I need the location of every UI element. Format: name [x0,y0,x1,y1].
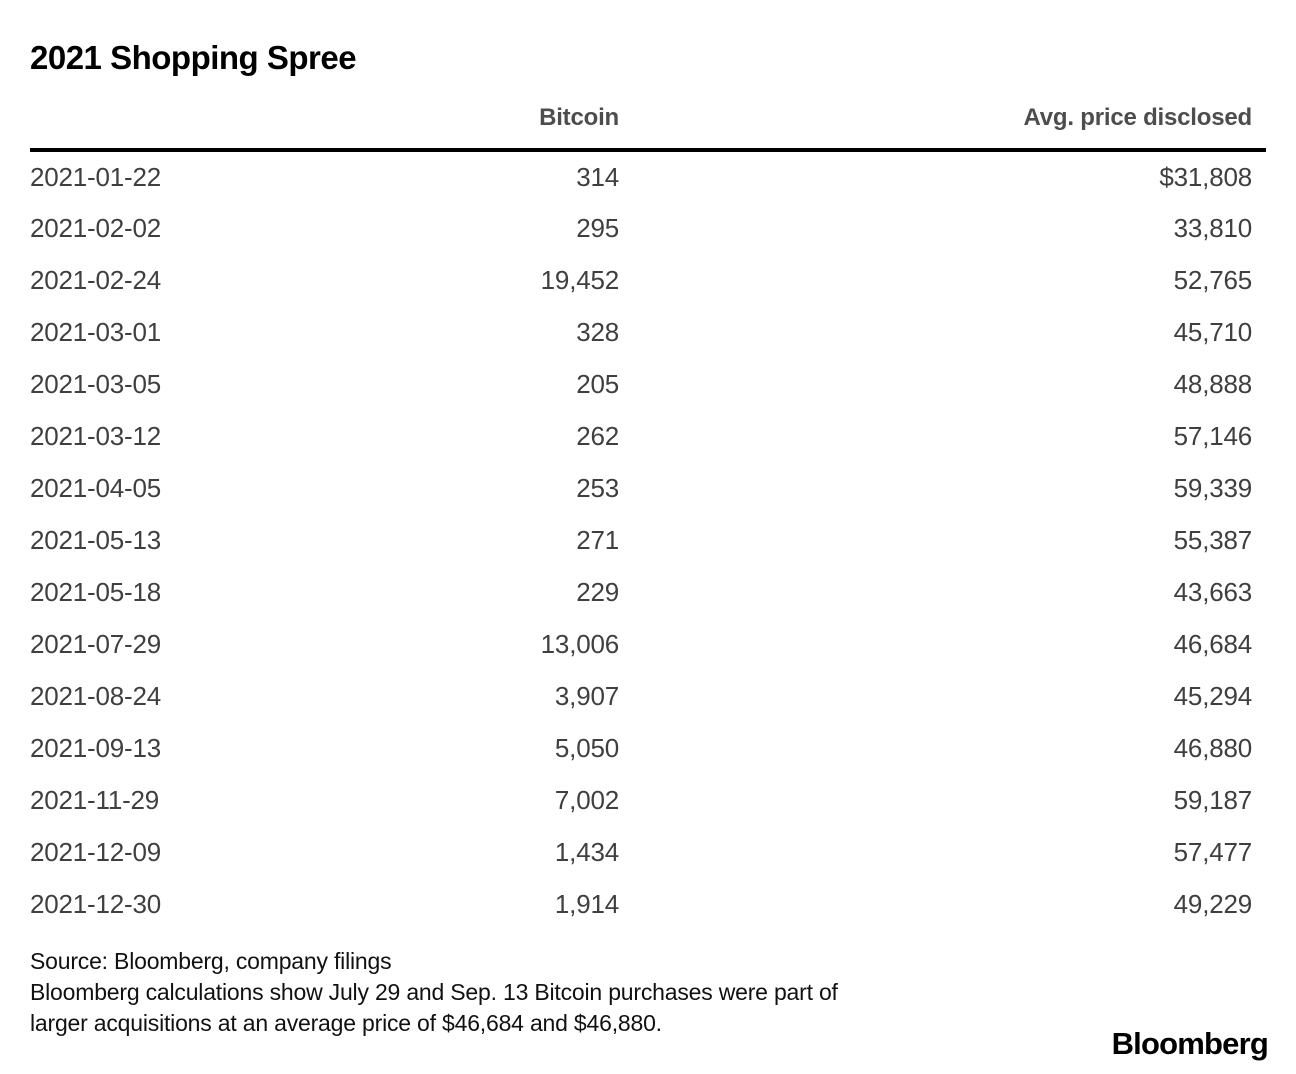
cell-date: 2021-08-24 [30,680,161,711]
cell-price: 57,477 [1173,836,1253,867]
cell-price: 52,765 [1173,264,1253,295]
data-table: Bitcoin Avg. price disclosed 2021-01-22 3… [30,104,1266,930]
cell-bitcoin: 253 [576,472,619,503]
cell-price: 48,888 [1173,368,1253,399]
table-row: 2021-07-29 13,006 46,684 [30,618,1266,670]
cell-bitcoin: 314 [576,161,619,192]
cell-bitcoin: 1,434 [554,836,619,867]
table-row: 2021-05-18 229 43,663 [30,566,1266,618]
source-note: Source: Bloomberg, company filings [30,948,392,975]
cell-bitcoin: 5,050 [554,732,619,763]
cell-date: 2021-09-13 [30,732,161,763]
cell-bitcoin: 271 [576,524,619,555]
table-row: 2021-03-05 205 48,888 [30,358,1266,410]
table-row: 2021-01-22 314 $31,808 [30,150,1266,202]
cell-bitcoin: 19,452 [540,264,620,295]
column-header-bitcoin: Bitcoin [330,104,619,153]
cell-bitcoin: 229 [576,576,619,607]
cell-date: 2021-11-29 [30,784,160,815]
footnote-line-2: larger acquisitions at an average price … [30,1010,662,1037]
footnote-line-1: Bloomberg calculations show July 29 and … [30,979,838,1006]
table-row: 2021-09-13 5,050 46,880 [30,722,1266,774]
table-row: 2021-04-05 253 59,339 [30,462,1266,514]
cell-price: 46,684 [1173,628,1253,659]
bloomberg-logo: Bloomberg [1111,1026,1269,1061]
footer-notes: Source: Bloomberg, company filings Bloom… [30,946,1266,1039]
column-header-price: Avg. price disclosed [619,104,1266,153]
cell-price: $31,808 [1159,161,1252,192]
table-body: 2021-01-22 314 $31,808 2021-02-02 295 33,810 2… [30,150,1266,930]
cell-price: 33,810 [1173,212,1253,243]
table-row: 2021-02-02 295 33,810 [30,202,1266,254]
cell-date: 2021-04-05 [30,472,161,503]
cell-bitcoin: 262 [576,420,619,451]
cell-date: 2021-01-22 [30,161,161,192]
table-row: 2021-02-24 19,452 52,765 [30,254,1266,306]
cell-price: 43,663 [1173,576,1253,607]
cell-price: 55,387 [1173,524,1253,555]
cell-bitcoin: 3,907 [554,680,619,711]
cell-date: 2021-02-02 [30,212,161,243]
cell-date: 2021-12-09 [30,836,161,867]
cell-bitcoin: 328 [576,316,619,347]
cell-bitcoin: 295 [576,212,619,243]
cell-price: 49,229 [1173,888,1253,919]
cell-date: 2021-03-12 [30,420,161,451]
cell-date: 2021-05-18 [30,576,161,607]
table-row: 2021-08-24 3,907 45,294 [30,670,1266,722]
cell-price: 59,187 [1173,784,1253,815]
cell-price: 45,294 [1173,680,1253,711]
cell-price: 46,880 [1173,732,1253,763]
table-header: Bitcoin Avg. price disclosed [30,104,1266,153]
table-row: 2021-03-01 328 45,710 [30,306,1266,358]
cell-date: 2021-02-24 [30,264,161,295]
table-row: 2021-11-29 7,002 59,187 [30,774,1266,826]
cell-bitcoin: 13,006 [540,628,620,659]
cell-bitcoin: 7,002 [554,784,619,815]
table-row: 2021-12-30 1,914 49,229 [30,878,1266,930]
cell-date: 2021-07-29 [30,628,161,659]
cell-price: 45,710 [1173,316,1253,347]
cell-date: 2021-05-13 [30,524,161,555]
column-header-date [30,104,330,153]
cell-date: 2021-12-30 [30,888,161,919]
cell-price: 57,146 [1173,420,1253,451]
table-row: 2021-03-12 262 57,146 [30,410,1266,462]
table-row: 2021-12-09 1,434 57,477 [30,826,1266,878]
header-row: Bitcoin Avg. price disclosed [30,104,1266,153]
table-row: 2021-05-13 271 55,387 [30,514,1266,566]
cell-date: 2021-03-01 [30,316,161,347]
cell-bitcoin: 1,914 [554,888,619,919]
cell-bitcoin: 205 [576,368,619,399]
page-title: 2021 Shopping Spree [30,39,357,76]
cell-date: 2021-03-05 [30,368,161,399]
cell-price: 59,339 [1173,472,1253,503]
